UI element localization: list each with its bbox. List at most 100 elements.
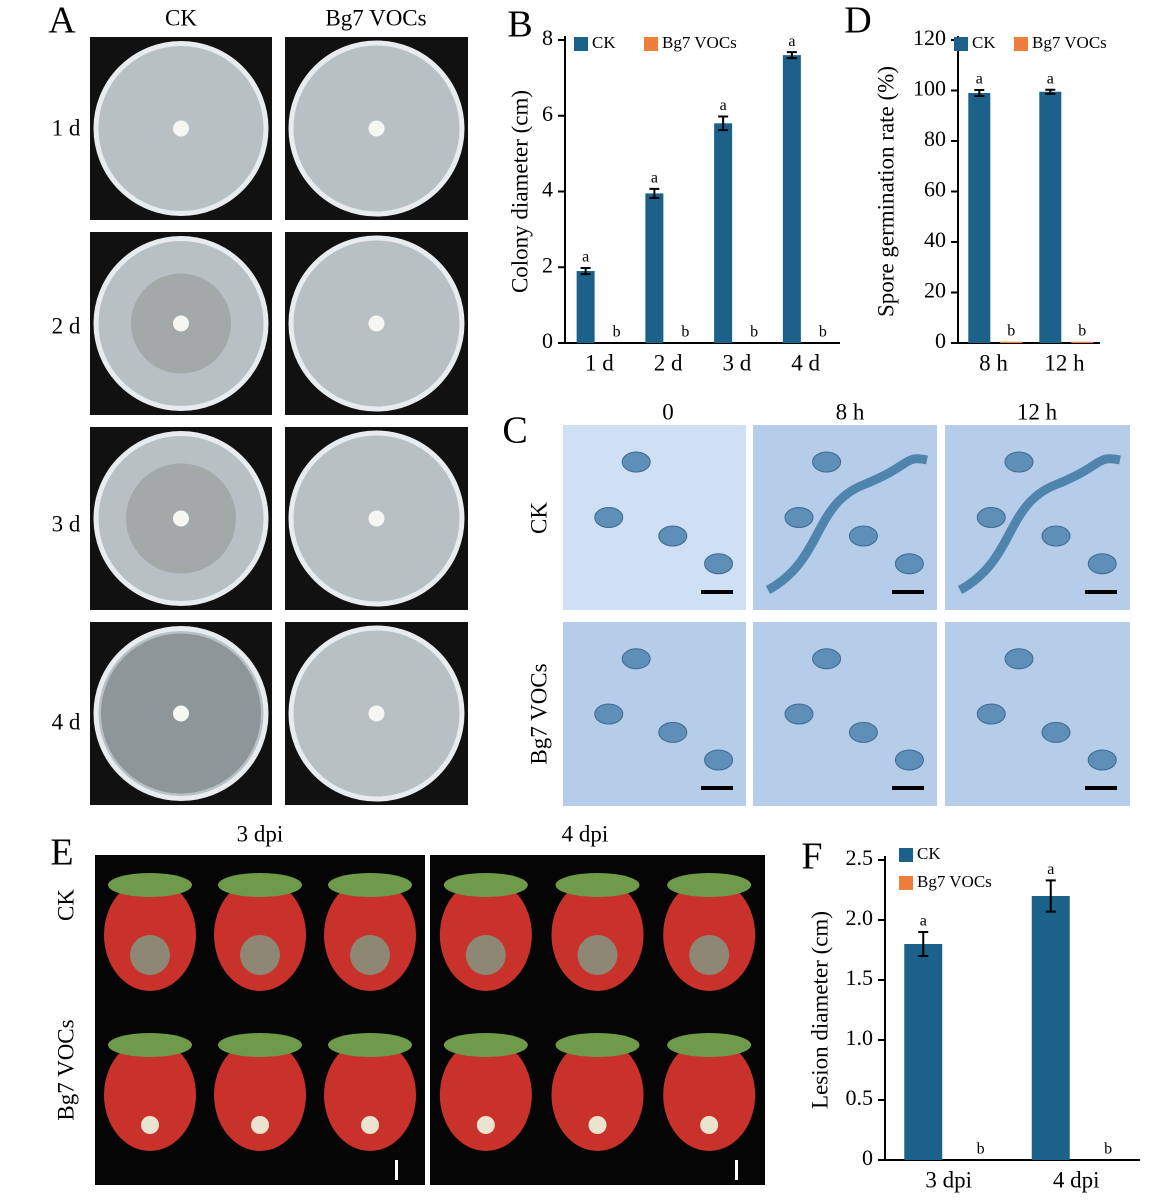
legend-swatch [954, 37, 968, 51]
significance-label: a [788, 33, 795, 50]
significance-label: b [1078, 322, 1086, 339]
lesion [240, 935, 280, 975]
spore [1087, 749, 1117, 771]
scale-bar [1085, 590, 1117, 594]
y-tick-label: 2.0 [846, 905, 874, 930]
spore [704, 553, 734, 575]
y-tick-label: 0 [862, 1145, 873, 1170]
fruit [663, 1039, 756, 1151]
panel-label: E [50, 832, 73, 874]
calyx [555, 873, 640, 897]
spore [784, 507, 814, 528]
row-label: CK [526, 502, 551, 534]
y-tick-label: 8 [542, 25, 553, 50]
bar [782, 55, 801, 344]
germ-tube [765, 454, 928, 594]
row-label: Bg7 VOCs [526, 663, 551, 764]
legend-label: CK [592, 33, 616, 52]
spore [621, 451, 651, 473]
legend-label: CK [917, 844, 941, 863]
significance-label: a [1047, 861, 1054, 878]
row-label: 4 d [52, 709, 81, 734]
photo [753, 622, 937, 806]
plug [368, 705, 385, 722]
panel-label: B [507, 4, 532, 46]
scale-bar [1085, 786, 1117, 790]
y-tick-label: 80 [924, 126, 946, 151]
panel-label: F [801, 836, 822, 878]
fruit [439, 879, 532, 991]
spore [848, 525, 878, 547]
fruit [551, 1039, 644, 1151]
spore [1004, 648, 1034, 670]
bar [968, 93, 991, 344]
x-tick-label: 3 d [723, 350, 752, 375]
calyx [667, 873, 752, 897]
column-label: 0 [662, 399, 674, 424]
spore [658, 721, 688, 743]
row-label: 2 d [52, 313, 81, 338]
lesion [350, 935, 390, 975]
row-label: 3 d [52, 511, 81, 536]
photo [945, 622, 1130, 806]
error-bar [974, 88, 985, 98]
significance-label: b [613, 324, 621, 341]
lesion [465, 935, 506, 975]
spore [976, 703, 1006, 725]
bar [904, 944, 943, 1160]
photos [90, 37, 1130, 1185]
column-label: 8 h [836, 399, 865, 424]
calyx [218, 873, 302, 897]
spore [812, 648, 842, 670]
x-tick-label: 4 d [791, 350, 820, 375]
germ-tube [957, 454, 1121, 594]
significance-label: b [1007, 322, 1015, 339]
significance-label: a [720, 97, 727, 114]
error-bar [918, 931, 929, 957]
spore [1004, 451, 1034, 473]
legend-swatch [899, 876, 913, 890]
calyx [443, 1033, 528, 1057]
column-label: 12 h [1017, 399, 1058, 424]
spore [704, 749, 734, 771]
y-axis-label: Lesion diameter (cm) [807, 911, 832, 1109]
significance-label: a [582, 249, 589, 266]
bar [1039, 91, 1062, 343]
calyx [555, 1033, 640, 1057]
panel-label: D [844, 0, 871, 42]
y-tick-label: 60 [924, 177, 946, 202]
calyx [328, 873, 412, 897]
spore [621, 648, 651, 670]
spore [894, 553, 924, 575]
significance-label: a [976, 71, 983, 88]
legend-swatch [574, 37, 588, 51]
scale-bar [735, 1160, 738, 1180]
calyx [443, 873, 528, 897]
lesion [130, 935, 170, 975]
spore [976, 507, 1006, 528]
error-bar [786, 51, 797, 60]
significance-label: a [1047, 70, 1054, 87]
bar [1031, 896, 1070, 1160]
x-tick-label: 4 dpi [1053, 1167, 1100, 1192]
y-tick-label: 4 [542, 177, 553, 202]
bar [645, 193, 664, 343]
x-tick-label: 3 dpi [925, 1167, 972, 1192]
scale-bar [892, 590, 924, 594]
plug [173, 315, 189, 332]
legend-label: Bg7 VOCs [917, 872, 992, 891]
error-bar [1045, 88, 1056, 95]
scale-bar [701, 590, 733, 594]
legend-swatch [644, 37, 658, 51]
fruit [439, 1039, 532, 1151]
x-tick-label: 8 h [979, 350, 1008, 375]
plug [368, 120, 385, 137]
lesion [141, 1116, 159, 1134]
calyx [108, 873, 192, 897]
legend-label: CK [972, 33, 996, 52]
plug [368, 510, 385, 527]
legend-label: Bg7 VOCs [1032, 33, 1107, 52]
significance-label: b [681, 324, 689, 341]
significance-label: b [750, 324, 758, 341]
significance-label: b [819, 324, 827, 341]
